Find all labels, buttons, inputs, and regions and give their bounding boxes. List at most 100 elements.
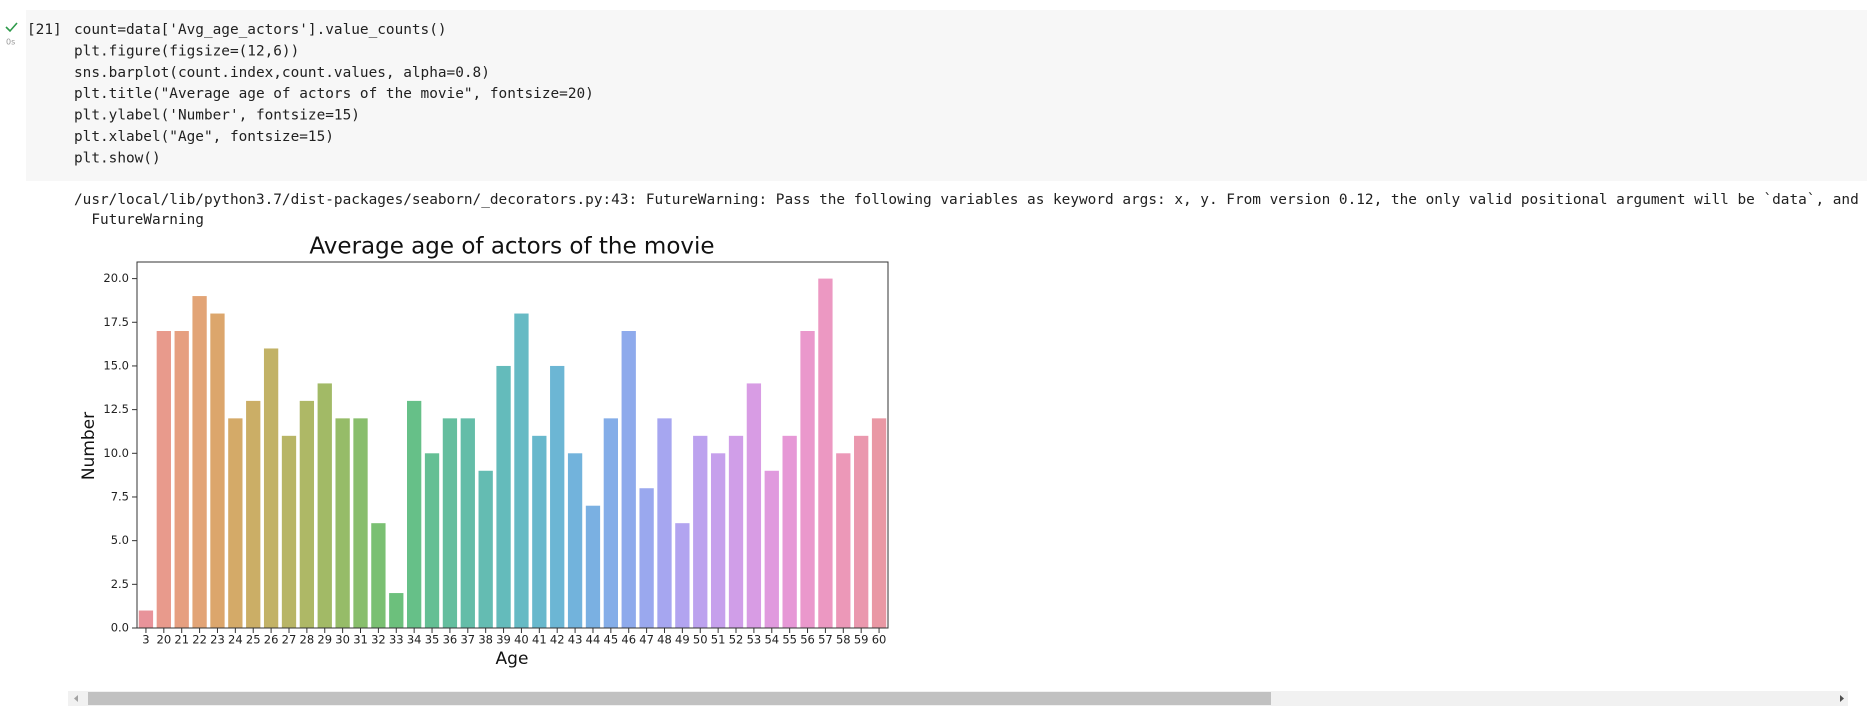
bar xyxy=(871,418,887,628)
x-tick-label: 42 xyxy=(550,633,565,647)
bar xyxy=(138,610,154,628)
bar xyxy=(764,470,779,628)
plot: 0.02.55.07.510.012.515.017.520.03 20 21 22 2… xyxy=(103,271,886,646)
x-tick-label: 30 xyxy=(335,633,350,647)
bar xyxy=(585,505,601,628)
bar xyxy=(263,348,279,628)
x-tick-label: 24 xyxy=(228,633,243,647)
bar xyxy=(442,418,458,628)
bar xyxy=(460,418,475,628)
bar xyxy=(210,313,225,628)
bar xyxy=(228,418,243,628)
x-tick-label: 27 xyxy=(282,633,297,647)
x-tick-label: 20 xyxy=(157,633,172,647)
code-line: plt.ylabel('Number', fontsize=15) xyxy=(74,108,360,124)
bar xyxy=(657,418,672,628)
bar xyxy=(299,400,315,628)
x-tick-label: 22 xyxy=(192,633,207,647)
code-line: plt.show() xyxy=(74,150,161,166)
bar xyxy=(478,470,493,628)
chart-title: Average age of actors of the movie xyxy=(309,234,714,260)
scroll-left[interactable] xyxy=(74,695,78,702)
x-tick-label: 47 xyxy=(639,633,654,647)
x-tick-label: 38 xyxy=(478,633,493,647)
y-tick-label: 7.5 xyxy=(111,489,129,503)
x-tick-label: 41 xyxy=(532,633,547,647)
x-tick-label: 45 xyxy=(604,633,619,647)
bar xyxy=(693,435,708,628)
x-tick-label: 51 xyxy=(711,633,726,647)
scrollbar-thumb[interactable] xyxy=(88,692,1271,705)
code-line: plt.xlabel("Age", fontsize=15) xyxy=(74,129,334,145)
cell-prompt: [21] xyxy=(27,22,62,38)
run-status-icon xyxy=(5,22,18,33)
bar xyxy=(156,331,171,628)
x-tick-label: 31 xyxy=(353,633,368,647)
x-axis-label: Age xyxy=(496,649,529,669)
x-tick-label: 58 xyxy=(836,633,851,647)
x-tick-label: 57 xyxy=(818,633,833,647)
bar xyxy=(836,453,851,628)
bar xyxy=(710,453,726,628)
bar xyxy=(854,435,869,628)
bar xyxy=(353,418,368,628)
bar xyxy=(174,331,189,628)
x-tick-label: 59 xyxy=(854,633,869,647)
x-tick-label: 46 xyxy=(621,633,636,647)
bar xyxy=(532,435,547,628)
x-tick-label: 36 xyxy=(443,633,458,647)
x-tick-label: 34 xyxy=(407,633,422,647)
output-line: /usr/local/lib/python3.7/dist-packages/s… xyxy=(74,192,1859,208)
x-tick-label: 44 xyxy=(586,633,601,647)
x-tick-label: 39 xyxy=(496,633,511,647)
bar xyxy=(246,400,261,628)
x-tick-label: 56 xyxy=(800,633,815,647)
output-lines: /usr/local/lib/python3.7/dist-packages/s… xyxy=(74,192,1859,228)
y-tick-label: 2.5 xyxy=(111,577,129,591)
bar xyxy=(567,453,583,628)
bar xyxy=(621,331,636,628)
x-tick-label: 32 xyxy=(371,633,386,647)
y-tick-label: 17.5 xyxy=(103,315,129,329)
x-tick-label: 23 xyxy=(210,633,225,647)
bar xyxy=(782,435,797,628)
x-tick-label: 3 xyxy=(142,633,149,647)
x-tick-label: 50 xyxy=(693,633,708,647)
x-tick-label: 54 xyxy=(764,633,779,647)
x-tick-label: 49 xyxy=(675,633,690,647)
bar xyxy=(317,383,332,628)
x-tick-label: 55 xyxy=(782,633,797,647)
output-line: FutureWarning xyxy=(74,212,204,228)
code-line: sns.barplot(count.index,count.values, al… xyxy=(74,65,490,81)
bar xyxy=(818,278,833,628)
x-tick-label: 37 xyxy=(460,633,475,647)
bar xyxy=(514,313,529,628)
bar xyxy=(335,418,350,628)
scroll-right[interactable] xyxy=(1840,695,1844,702)
run-time: 0s xyxy=(6,38,15,47)
x-tick-label: 29 xyxy=(317,633,332,647)
x-tick-label: 35 xyxy=(425,633,440,647)
y-tick-label: 15.0 xyxy=(103,358,129,372)
x-tick-label: 33 xyxy=(389,633,404,647)
y-tick-label: 0.0 xyxy=(111,621,129,635)
bar xyxy=(728,435,744,628)
bar xyxy=(603,418,618,628)
x-tick-label: 21 xyxy=(174,633,189,647)
x-tick-label: 60 xyxy=(872,633,887,647)
code-line: plt.title("Average age of actors of the … xyxy=(74,86,594,102)
bar xyxy=(496,365,511,628)
code-line: plt.figure(figsize=(12,6)) xyxy=(74,43,299,59)
bar xyxy=(424,453,440,628)
code-cell xyxy=(26,10,1867,181)
bar xyxy=(389,593,404,628)
x-tick-label: 40 xyxy=(514,633,529,647)
y-tick-label: 10.0 xyxy=(103,446,129,460)
x-tick-label: 53 xyxy=(747,633,762,647)
x-tick-label: 28 xyxy=(300,633,315,647)
y-tick-label: 20.0 xyxy=(103,271,129,285)
x-tick-label: 52 xyxy=(729,633,744,647)
code-lines: count=data['Avg_age_actors'].value_count… xyxy=(74,22,594,166)
bar xyxy=(281,435,297,628)
